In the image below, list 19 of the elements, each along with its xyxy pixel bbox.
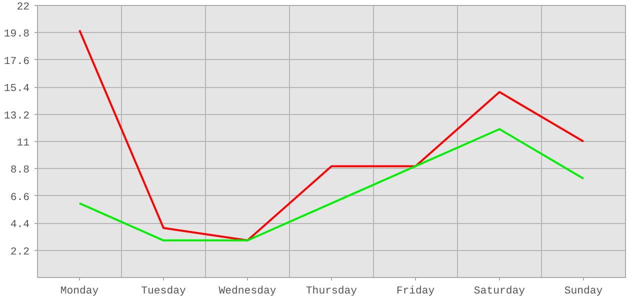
- x-tick-label: Thursday: [306, 286, 358, 298]
- y-tick-label: 2.2: [10, 246, 30, 258]
- y-tick-label: 6.6: [10, 192, 30, 204]
- x-tick-label: Wednesday: [218, 286, 277, 298]
- x-tick-label: Tuesday: [141, 286, 186, 298]
- x-tick-label: Monday: [60, 286, 100, 298]
- y-tick-label: 4.4: [10, 219, 30, 232]
- y-tick-label: 17.6: [4, 56, 30, 68]
- x-tick-label: Friday: [396, 286, 436, 298]
- line-series: [78, 29, 584, 242]
- y-tick-label: 19.8: [4, 28, 30, 41]
- y-tick-label: 15.4: [4, 83, 30, 96]
- line-series: [78, 128, 584, 242]
- x-tick-label: Sunday: [564, 286, 604, 298]
- y-tick-label: 8.8: [10, 164, 30, 177]
- y-tick-label: 13.2: [4, 110, 30, 122]
- y-tick-label: 11: [16, 138, 30, 150]
- y-tick-label: 22: [16, 2, 30, 14]
- x-tick-label: Saturday: [474, 286, 526, 298]
